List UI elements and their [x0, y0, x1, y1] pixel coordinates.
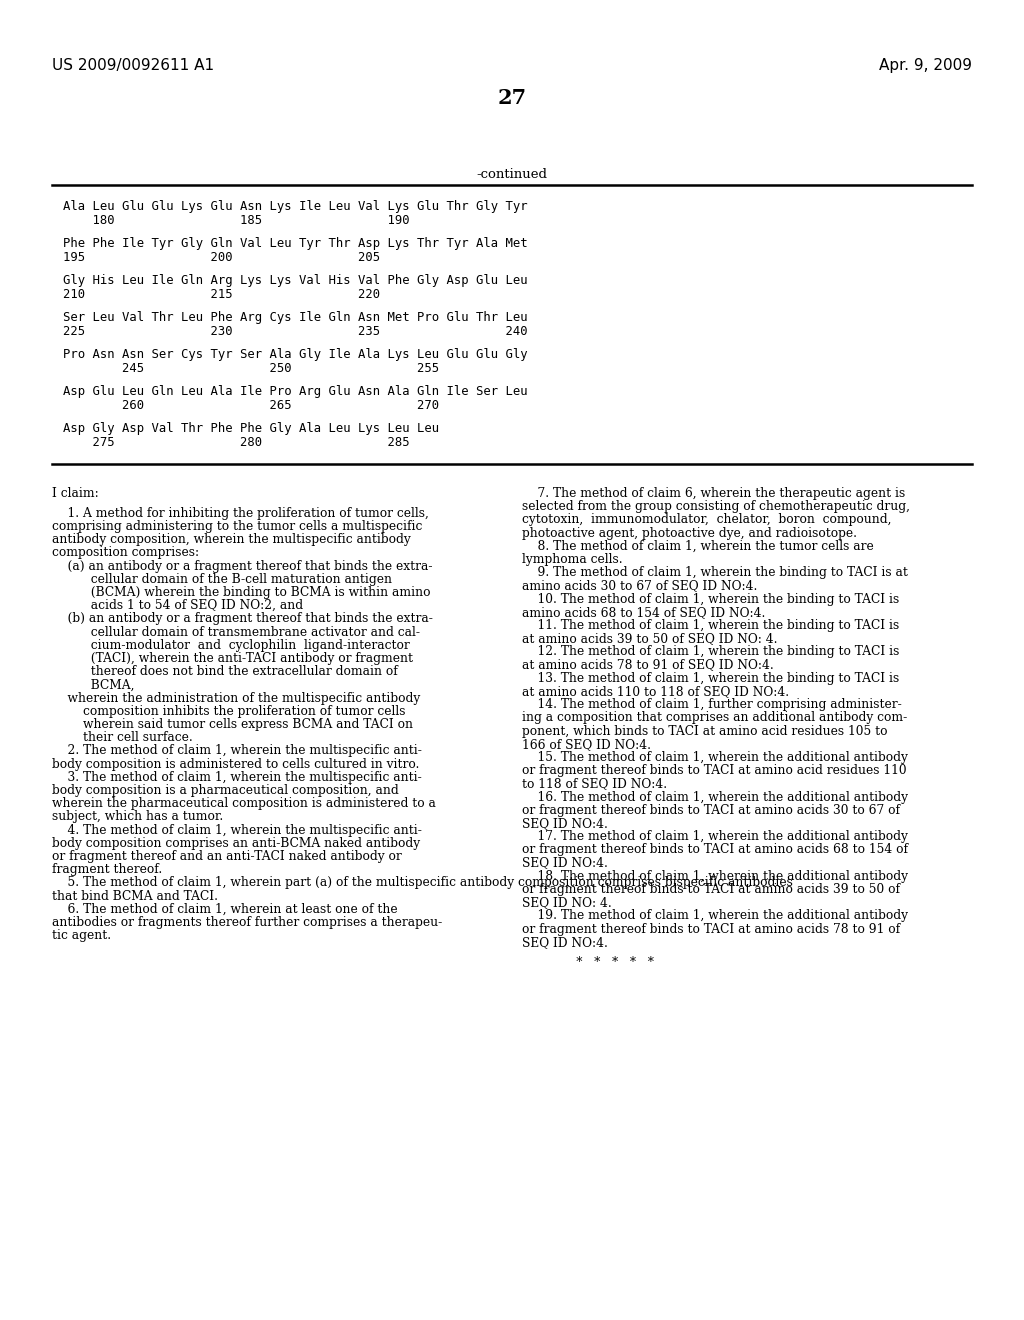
Text: 3. The method of claim 1, wherein the multispecific anti-: 3. The method of claim 1, wherein the mu…	[52, 771, 422, 784]
Text: or fragment thereof binds to TACI at amino acids 30 to 67 of: or fragment thereof binds to TACI at ami…	[522, 804, 900, 817]
Text: Pro Asn Asn Ser Cys Tyr Ser Ala Gly Ile Ala Lys Leu Glu Glu Gly: Pro Asn Asn Ser Cys Tyr Ser Ala Gly Ile …	[63, 348, 527, 360]
Text: wherein the administration of the multispecific antibody: wherein the administration of the multis…	[52, 692, 420, 705]
Text: 8. The method of claim 1, wherein the tumor cells are: 8. The method of claim 1, wherein the tu…	[522, 540, 873, 553]
Text: at amino acids 39 to 50 of SEQ ID NO: 4.: at amino acids 39 to 50 of SEQ ID NO: 4.	[522, 632, 777, 645]
Text: (TACI), wherein the anti-TACI antibody or fragment: (TACI), wherein the anti-TACI antibody o…	[52, 652, 413, 665]
Text: SEQ ID NO:4.: SEQ ID NO:4.	[522, 817, 608, 830]
Text: or fragment thereof binds to TACI at amino acids 78 to 91 of: or fragment thereof binds to TACI at ami…	[522, 923, 900, 936]
Text: 2. The method of claim 1, wherein the multispecific anti-: 2. The method of claim 1, wherein the mu…	[52, 744, 422, 758]
Text: wherein said tumor cells express BCMA and TACI on: wherein said tumor cells express BCMA an…	[52, 718, 413, 731]
Text: I claim:: I claim:	[52, 487, 98, 500]
Text: antibody composition, wherein the multispecific antibody: antibody composition, wherein the multis…	[52, 533, 411, 546]
Text: 275                 280                 285: 275 280 285	[63, 436, 410, 449]
Text: 1. A method for inhibiting the proliferation of tumor cells,: 1. A method for inhibiting the prolifera…	[52, 507, 429, 520]
Text: *   *   *   *   *: * * * * *	[522, 956, 654, 969]
Text: at amino acids 78 to 91 of SEQ ID NO:4.: at amino acids 78 to 91 of SEQ ID NO:4.	[522, 659, 774, 672]
Text: 195                 200                 205: 195 200 205	[63, 251, 380, 264]
Text: -continued: -continued	[476, 168, 548, 181]
Text: antibodies or fragments thereof further comprises a therapeu-: antibodies or fragments thereof further …	[52, 916, 442, 929]
Text: cytotoxin,  immunomodulator,  chelator,  boron  compound,: cytotoxin, immunomodulator, chelator, bo…	[522, 513, 892, 527]
Text: composition inhibits the proliferation of tumor cells: composition inhibits the proliferation o…	[52, 705, 406, 718]
Text: or fragment thereof binds to TACI at amino acid residues 110: or fragment thereof binds to TACI at ami…	[522, 764, 906, 777]
Text: 11. The method of claim 1, wherein the binding to TACI is: 11. The method of claim 1, wherein the b…	[522, 619, 899, 632]
Text: 166 of SEQ ID NO:4.: 166 of SEQ ID NO:4.	[522, 738, 651, 751]
Text: 180                 185                 190: 180 185 190	[63, 214, 410, 227]
Text: BCMA,: BCMA,	[52, 678, 134, 692]
Text: tic agent.: tic agent.	[52, 929, 112, 942]
Text: Phe Phe Ile Tyr Gly Gln Val Leu Tyr Thr Asp Lys Thr Tyr Ala Met: Phe Phe Ile Tyr Gly Gln Val Leu Tyr Thr …	[63, 238, 527, 249]
Text: 4. The method of claim 1, wherein the multispecific anti-: 4. The method of claim 1, wherein the mu…	[52, 824, 422, 837]
Text: at amino acids 110 to 118 of SEQ ID NO:4.: at amino acids 110 to 118 of SEQ ID NO:4…	[522, 685, 790, 698]
Text: cellular domain of transmembrane activator and cal-: cellular domain of transmembrane activat…	[52, 626, 420, 639]
Text: or fragment thereof binds to TACI at amino acids 39 to 50 of: or fragment thereof binds to TACI at ami…	[522, 883, 900, 896]
Text: (b) an antibody or a fragment thereof that binds the extra-: (b) an antibody or a fragment thereof th…	[52, 612, 433, 626]
Text: ing a composition that comprises an additional antibody com-: ing a composition that comprises an addi…	[522, 711, 907, 725]
Text: lymphoma cells.: lymphoma cells.	[522, 553, 623, 566]
Text: that bind BCMA and TACI.: that bind BCMA and TACI.	[52, 890, 218, 903]
Text: 5. The method of claim 1, wherein part (a) of the multispecific antibody composi: 5. The method of claim 1, wherein part (…	[52, 876, 793, 890]
Text: ponent, which binds to TACI at amino acid residues 105 to: ponent, which binds to TACI at amino aci…	[522, 725, 888, 738]
Text: 19. The method of claim 1, wherein the additional antibody: 19. The method of claim 1, wherein the a…	[522, 909, 908, 923]
Text: to 118 of SEQ ID NO:4.: to 118 of SEQ ID NO:4.	[522, 777, 667, 791]
Text: or fragment thereof and an anti-TACI naked antibody or: or fragment thereof and an anti-TACI nak…	[52, 850, 401, 863]
Text: body composition is administered to cells cultured in vitro.: body composition is administered to cell…	[52, 758, 420, 771]
Text: amino acids 30 to 67 of SEQ ID NO:4.: amino acids 30 to 67 of SEQ ID NO:4.	[522, 579, 758, 593]
Text: 9. The method of claim 1, wherein the binding to TACI is at: 9. The method of claim 1, wherein the bi…	[522, 566, 908, 579]
Text: 260                 265                 270: 260 265 270	[63, 399, 439, 412]
Text: (a) an antibody or a fragment thereof that binds the extra-: (a) an antibody or a fragment thereof th…	[52, 560, 432, 573]
Text: 6. The method of claim 1, wherein at least one of the: 6. The method of claim 1, wherein at lea…	[52, 903, 397, 916]
Text: 16. The method of claim 1, wherein the additional antibody: 16. The method of claim 1, wherein the a…	[522, 791, 908, 804]
Text: 17. The method of claim 1, wherein the additional antibody: 17. The method of claim 1, wherein the a…	[522, 830, 908, 843]
Text: their cell surface.: their cell surface.	[52, 731, 193, 744]
Text: 12. The method of claim 1, wherein the binding to TACI is: 12. The method of claim 1, wherein the b…	[522, 645, 899, 659]
Text: Apr. 9, 2009: Apr. 9, 2009	[879, 58, 972, 73]
Text: Ala Leu Glu Glu Lys Glu Asn Lys Ile Leu Val Lys Glu Thr Gly Tyr: Ala Leu Glu Glu Lys Glu Asn Lys Ile Leu …	[63, 201, 527, 213]
Text: US 2009/0092611 A1: US 2009/0092611 A1	[52, 58, 214, 73]
Text: cellular domain of the B-cell maturation antigen: cellular domain of the B-cell maturation…	[52, 573, 392, 586]
Text: 14. The method of claim 1, further comprising administer-: 14. The method of claim 1, further compr…	[522, 698, 902, 711]
Text: 13. The method of claim 1, wherein the binding to TACI is: 13. The method of claim 1, wherein the b…	[522, 672, 899, 685]
Text: Gly His Leu Ile Gln Arg Lys Lys Val His Val Phe Gly Asp Glu Leu: Gly His Leu Ile Gln Arg Lys Lys Val His …	[63, 275, 527, 286]
Text: SEQ ID NO: 4.: SEQ ID NO: 4.	[522, 896, 611, 909]
Text: 210                 215                 220: 210 215 220	[63, 288, 380, 301]
Text: 27: 27	[498, 88, 526, 108]
Text: photoactive agent, photoactive dye, and radioisotope.: photoactive agent, photoactive dye, and …	[522, 527, 857, 540]
Text: SEQ ID NO:4.: SEQ ID NO:4.	[522, 936, 608, 949]
Text: thereof does not bind the extracellular domain of: thereof does not bind the extracellular …	[52, 665, 397, 678]
Text: subject, which has a tumor.: subject, which has a tumor.	[52, 810, 223, 824]
Text: 225                 230                 235                 240: 225 230 235 240	[63, 325, 527, 338]
Text: 7. The method of claim 6, wherein the therapeutic agent is: 7. The method of claim 6, wherein the th…	[522, 487, 905, 500]
Text: 10. The method of claim 1, wherein the binding to TACI is: 10. The method of claim 1, wherein the b…	[522, 593, 899, 606]
Text: selected from the group consisting of chemotherapeutic drug,: selected from the group consisting of ch…	[522, 500, 910, 513]
Text: acids 1 to 54 of SEQ ID NO:2, and: acids 1 to 54 of SEQ ID NO:2, and	[52, 599, 303, 612]
Text: Asp Gly Asp Val Thr Phe Phe Gly Ala Leu Lys Leu Leu: Asp Gly Asp Val Thr Phe Phe Gly Ala Leu …	[63, 422, 439, 436]
Text: body composition is a pharmaceutical composition, and: body composition is a pharmaceutical com…	[52, 784, 398, 797]
Text: cium-modulator  and  cyclophilin  ligand-interactor: cium-modulator and cyclophilin ligand-in…	[52, 639, 410, 652]
Text: fragment thereof.: fragment thereof.	[52, 863, 162, 876]
Text: 15. The method of claim 1, wherein the additional antibody: 15. The method of claim 1, wherein the a…	[522, 751, 908, 764]
Text: SEQ ID NO:4.: SEQ ID NO:4.	[522, 857, 608, 870]
Text: (BCMA) wherein the binding to BCMA is within amino: (BCMA) wherein the binding to BCMA is wi…	[52, 586, 430, 599]
Text: or fragment thereof binds to TACI at amino acids 68 to 154 of: or fragment thereof binds to TACI at ami…	[522, 843, 908, 857]
Text: comprising administering to the tumor cells a multispecific: comprising administering to the tumor ce…	[52, 520, 422, 533]
Text: 18. The method of claim 1, wherein the additional antibody: 18. The method of claim 1, wherein the a…	[522, 870, 908, 883]
Text: amino acids 68 to 154 of SEQ ID NO:4.: amino acids 68 to 154 of SEQ ID NO:4.	[522, 606, 765, 619]
Text: 245                 250                 255: 245 250 255	[63, 362, 439, 375]
Text: Ser Leu Val Thr Leu Phe Arg Cys Ile Gln Asn Met Pro Glu Thr Leu: Ser Leu Val Thr Leu Phe Arg Cys Ile Gln …	[63, 312, 527, 323]
Text: composition comprises:: composition comprises:	[52, 546, 199, 560]
Text: Asp Glu Leu Gln Leu Ala Ile Pro Arg Glu Asn Ala Gln Ile Ser Leu: Asp Glu Leu Gln Leu Ala Ile Pro Arg Glu …	[63, 385, 527, 399]
Text: wherein the pharmaceutical composition is administered to a: wherein the pharmaceutical composition i…	[52, 797, 436, 810]
Text: body composition comprises an anti-BCMA naked antibody: body composition comprises an anti-BCMA …	[52, 837, 420, 850]
